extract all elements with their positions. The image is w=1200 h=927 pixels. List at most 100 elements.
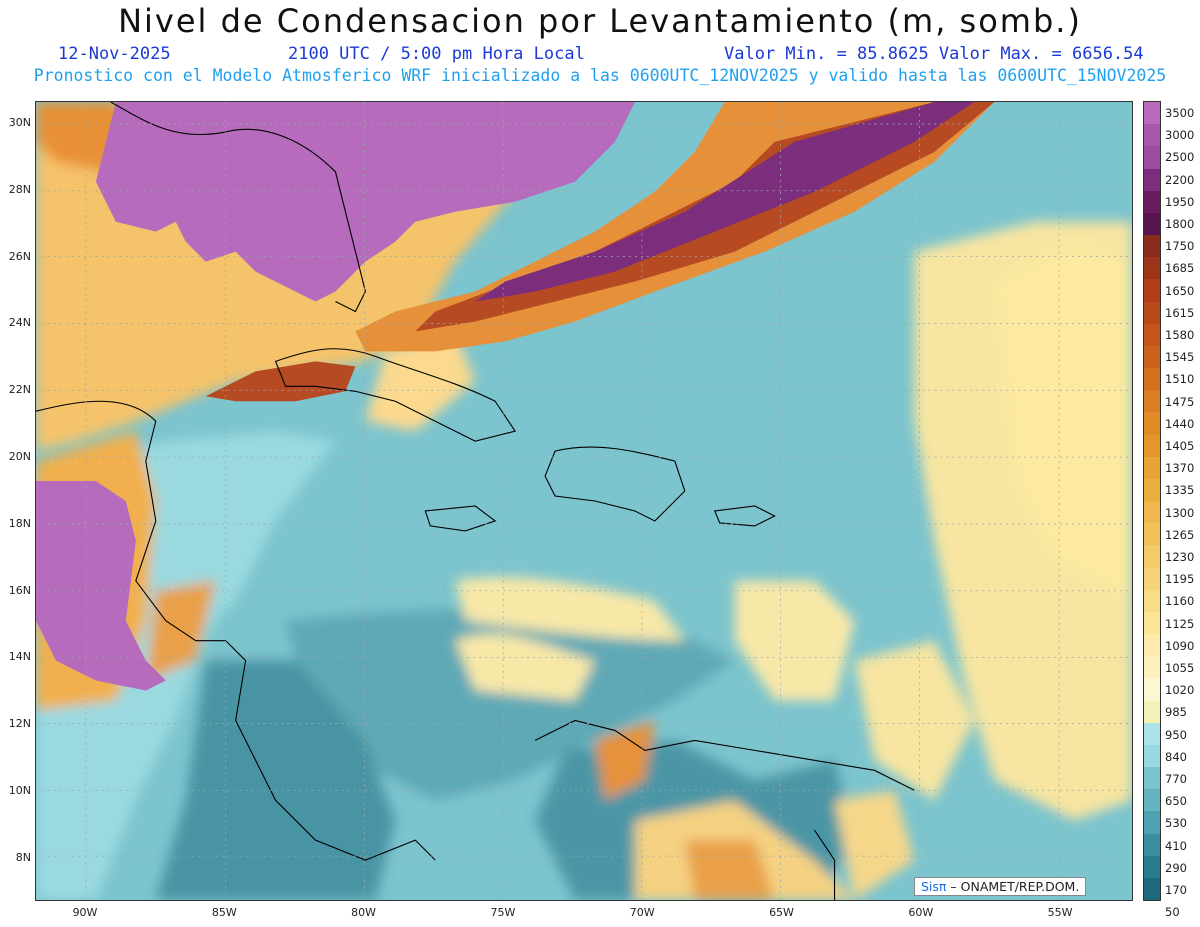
colorbar-swatch <box>1144 235 1160 258</box>
lat-label: 24N <box>8 316 31 330</box>
forecast-date: 12-Nov-2025 <box>58 44 171 64</box>
colorbar <box>1143 101 1161 901</box>
lat-label: 26N <box>8 249 31 263</box>
colorbar-swatch <box>1144 877 1160 901</box>
colorbar-swatch <box>1144 589 1160 613</box>
colorbar-label: 950 <box>1165 727 1187 742</box>
lon-label: 90W <box>72 906 98 919</box>
colorbar-label: 1545 <box>1165 350 1195 365</box>
colorbar-label: 1800 <box>1165 217 1195 231</box>
colorbar-label: 1510 <box>1165 372 1195 387</box>
colorbar-label: 410 <box>1165 838 1187 853</box>
colorbar-label: 530 <box>1165 816 1187 831</box>
colorbar-swatch <box>1144 722 1160 746</box>
colorbar-label: 1020 <box>1165 683 1195 698</box>
colorbar-swatch <box>1144 833 1160 857</box>
lon-label: 80W <box>351 906 377 919</box>
credit-box: Sisπ – ONAMET/REP.DOM. <box>914 877 1087 896</box>
credit-text: – ONAMET/REP.DOM. <box>946 879 1080 894</box>
lat-label: 18N <box>8 516 31 530</box>
lon-label: 55W <box>1047 906 1073 919</box>
colorbar-label: 1265 <box>1165 527 1195 542</box>
forecast-time: 2100 UTC / 5:00 pm Hora Local <box>288 44 585 64</box>
colorbar-swatch <box>1144 168 1160 192</box>
lat-label: 12N <box>8 717 31 731</box>
colorbar-label: 840 <box>1165 749 1187 764</box>
lat-label: 30N <box>8 116 31 129</box>
colorbar-label: 2500 <box>1165 150 1195 165</box>
colorbar-label: 3000 <box>1165 128 1195 143</box>
lon-label: 70W <box>629 906 655 919</box>
colorbar-label: 1580 <box>1165 328 1195 342</box>
colorbar-swatch <box>1144 656 1160 679</box>
colorbar-swatch <box>1144 456 1160 480</box>
colorbar-swatch <box>1144 146 1160 169</box>
lat-label: 16N <box>8 583 31 597</box>
colorbar-swatch <box>1144 345 1160 369</box>
colorbar-label: 1405 <box>1165 439 1195 453</box>
lon-label: 75W <box>490 906 516 919</box>
colorbar-swatch <box>1144 545 1160 568</box>
colorbar-swatch <box>1144 390 1160 413</box>
colorbar-label: 1440 <box>1165 416 1195 431</box>
colorbar-label: 1160 <box>1165 594 1195 609</box>
colorbar-swatch <box>1144 567 1160 591</box>
colorbar-swatch <box>1144 434 1160 458</box>
colorbar-swatch <box>1144 190 1160 214</box>
coastlines <box>36 102 915 900</box>
colorbar-swatch <box>1144 478 1160 502</box>
lat-label: 14N <box>8 650 31 664</box>
lat-label: 20N <box>8 450 31 463</box>
colorbar-label: 1615 <box>1165 305 1195 320</box>
colorbar-swatch <box>1144 744 1160 768</box>
colorbar-label: 1370 <box>1165 461 1195 476</box>
lat-label: 10N <box>8 784 31 797</box>
colorbar-label: 1195 <box>1165 572 1195 587</box>
colorbar-label: 1055 <box>1165 661 1195 675</box>
colorbar-label: 1125 <box>1165 616 1195 631</box>
colorbar-label: 1650 <box>1165 283 1195 298</box>
colorbar-swatch <box>1144 124 1160 147</box>
colorbar-label: 1750 <box>1165 239 1195 254</box>
colorbar-swatch <box>1144 323 1160 347</box>
colorbar-swatch <box>1144 678 1160 701</box>
lat-label: 8N <box>15 850 31 864</box>
colorbar-label: 290 <box>1165 860 1187 875</box>
sispi-logo-text: Sisπ <box>921 879 947 894</box>
colorbar-swatch <box>1144 811 1160 834</box>
colorbar-swatch <box>1144 523 1160 546</box>
colorbar-label: 1475 <box>1165 394 1195 409</box>
colorbar-swatch <box>1144 212 1160 236</box>
lat-label: 28N <box>8 182 31 196</box>
lat-label: 22N <box>8 383 31 397</box>
value-min-max: Valor Min. = 85.8625 Valor Max. = 6656.5… <box>724 44 1144 64</box>
colorbar-label: 1090 <box>1165 638 1195 653</box>
lcl-map <box>35 101 1133 901</box>
colorbar-label: 650 <box>1165 794 1187 809</box>
colorbar-label: 1950 <box>1165 194 1195 209</box>
colorbar-label: 985 <box>1165 705 1187 720</box>
high-lcl-north <box>95 102 635 302</box>
cuba-band <box>205 361 356 402</box>
colorbar-swatch <box>1144 102 1160 125</box>
lon-label: 65W <box>769 906 794 919</box>
colorbar-swatch <box>1144 611 1160 635</box>
high-lcl-west <box>36 481 166 691</box>
colorbar-swatch <box>1144 412 1160 435</box>
colorbar-swatch <box>1144 501 1160 524</box>
model-subtitle: Pronostico con el Modelo Atmosferico WRF… <box>33 66 1167 85</box>
colorbar-label: 2200 <box>1165 172 1195 187</box>
colorbar-label: 1230 <box>1165 550 1195 564</box>
colorbar-swatch <box>1144 301 1160 325</box>
colorbar-label: 170 <box>1165 883 1187 897</box>
colorbar-swatch <box>1144 767 1160 790</box>
lon-label: 60W <box>908 906 934 919</box>
colorbar-label: 50 <box>1165 905 1180 920</box>
colorbar-label: 3500 <box>1165 106 1195 120</box>
graticule <box>36 102 1132 900</box>
colorbar-label: 1335 <box>1165 483 1195 498</box>
colorbar-swatch <box>1144 700 1160 724</box>
lon-label: 85W <box>211 906 237 919</box>
colorbar-label: 1685 <box>1165 261 1195 276</box>
colorbar-swatch <box>1144 257 1160 280</box>
